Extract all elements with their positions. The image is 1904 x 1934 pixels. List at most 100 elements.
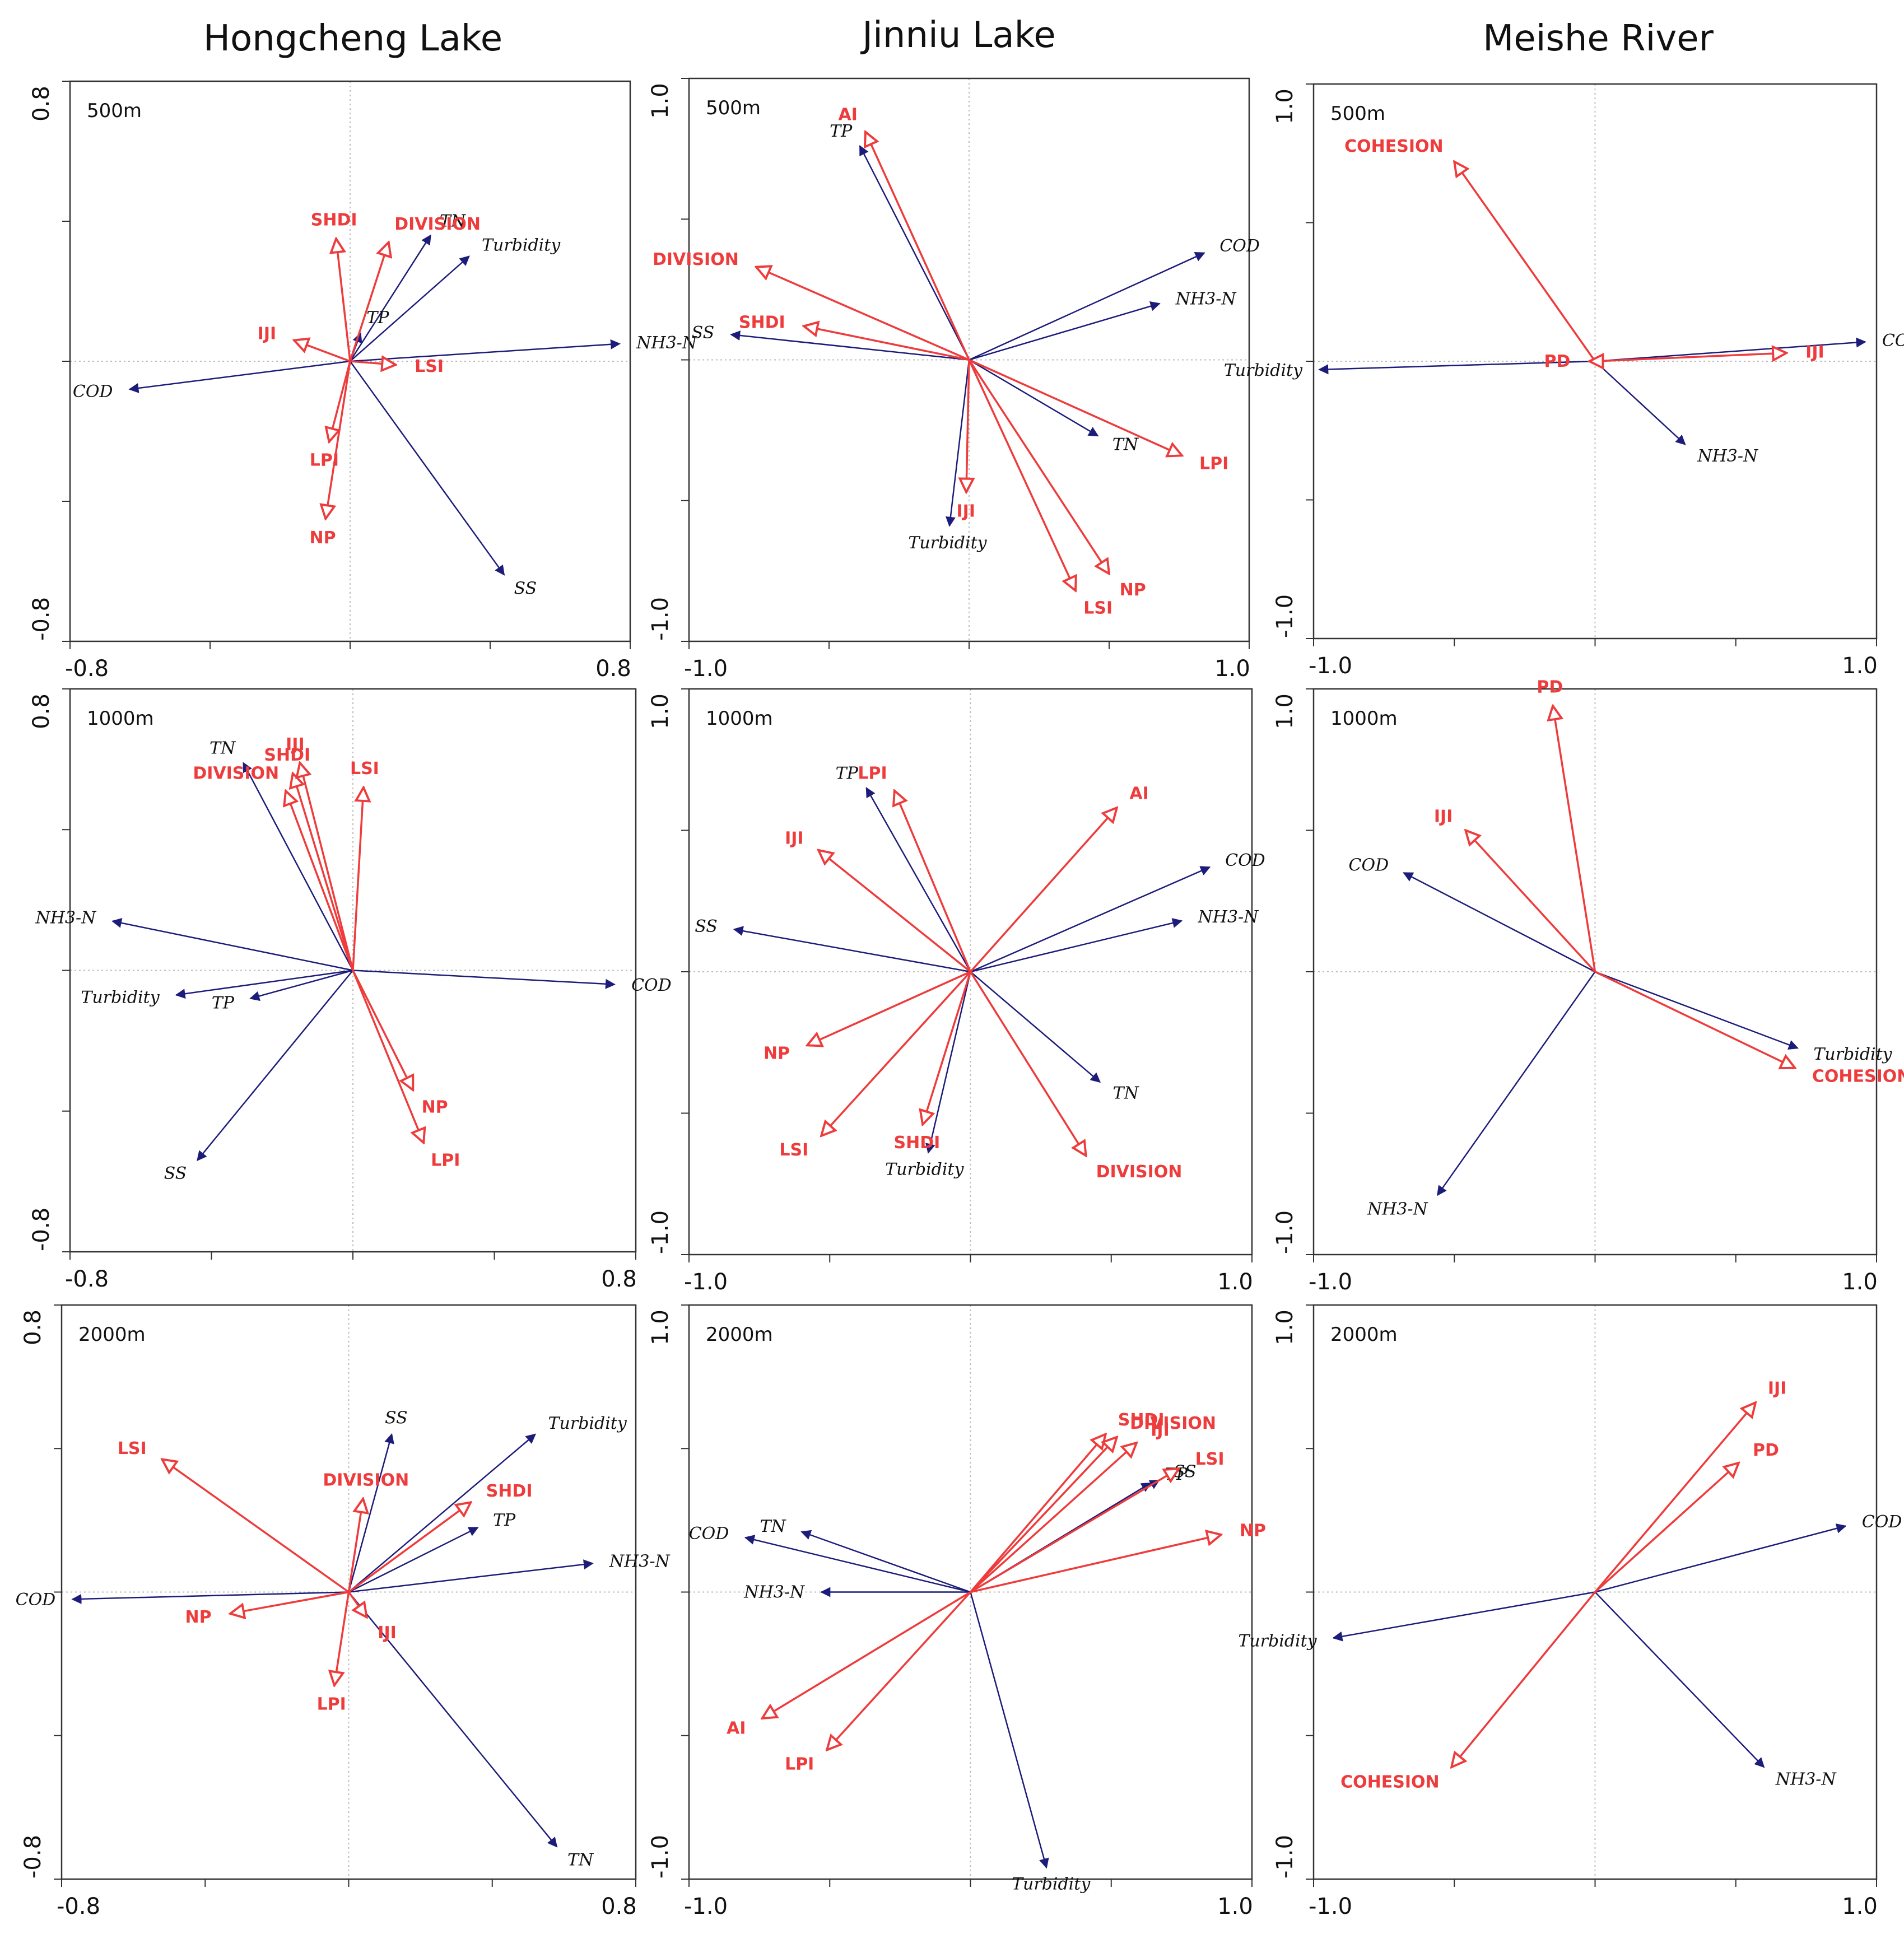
env-arrow-cod (744, 1535, 971, 1593)
landscape-arrow-iji (300, 763, 354, 971)
env-label-turbidity: Turbidity (1012, 1874, 1091, 1894)
env-arrow-ss (349, 361, 505, 576)
buffer-distance-label: 1000m (706, 707, 773, 730)
x-tick-label-min: -1.0 (684, 1269, 728, 1295)
env-label-ss: SS (514, 579, 537, 599)
landscape-label-lpi: LPI (785, 1755, 814, 1774)
landscape-arrow-cohesion (1454, 162, 1596, 362)
landscape-label-cohesion: COHESION (1344, 137, 1444, 156)
panel-jinniu-lake-500m: -1.0 1.0 1.0 -1.0 500m TP COD NH3-N SS TN Turbidit… (648, 77, 1260, 682)
env-label-turbidity: Turbidity (908, 533, 987, 553)
x-tick-label-max: 1.0 (1217, 1894, 1253, 1919)
landscape-label-cohesion: COHESION (1812, 1066, 1904, 1086)
x-tick-label-min: -1.0 (1309, 653, 1352, 679)
landscape-arrow-lpi (334, 1592, 350, 1686)
env-label-tn: TN (760, 1517, 786, 1536)
env-label-nh3-n: NH3-N (609, 1552, 671, 1572)
env-label-nh3-n: NH3-N (1697, 446, 1759, 466)
env-arrow-nh3-n (1437, 971, 1596, 1196)
env-arrow-turbidity (970, 1592, 1049, 1869)
env-label-turbidity: Turbidity (1813, 1045, 1892, 1064)
env-label-nh3-n: NH3-N (636, 333, 698, 353)
y-tick-label-min: -1.0 (1272, 1835, 1298, 1879)
landscape-arrow-ai (970, 808, 1117, 973)
panel-hongcheng-lake-1000m: -0.8 0.8 0.8 -0.8 1000m TN NH3-N Turbidity TP COD… (29, 688, 672, 1292)
env-label-ss: SS (164, 1164, 187, 1183)
y-tick-label-max: 0.8 (29, 693, 54, 729)
env-arrow-nh3-n (1594, 1591, 1765, 1768)
landscape-arrow-lsi (968, 359, 1076, 591)
x-tick-label-min: -1.0 (684, 656, 728, 682)
landscape-label-iji: IJI (378, 1623, 397, 1643)
x-tick-label-max: 1.0 (1842, 1894, 1878, 1919)
env-arrow-ss (197, 970, 353, 1162)
landscape-arrow-lpi (895, 791, 972, 972)
env-arrow-cod (1595, 337, 1866, 362)
env-arrow-tn (800, 1530, 971, 1593)
env-arrow-turbidity (945, 360, 970, 527)
env-arrow-cod (1595, 1523, 1847, 1593)
env-arrow-nh3-n (969, 301, 1161, 361)
landscape-arrow-iji (1594, 1402, 1756, 1593)
env-label-nh3-n: NH3-N (1775, 1770, 1837, 1789)
env-label-nh3-n: NH3-N (1367, 1199, 1429, 1219)
landscape-label-shdi: SHDI (1118, 1410, 1165, 1430)
y-tick-label-max: 0.8 (20, 1309, 46, 1345)
x-tick-label-max: 0.8 (601, 1894, 637, 1919)
env-label-ss: SS (385, 1409, 408, 1428)
landscape-label-lpi: LPI (858, 763, 887, 783)
landscape-label-division: DIVISION (394, 215, 481, 234)
landscape-label-iji: IJI (1151, 1420, 1170, 1440)
env-arrow-tn (348, 1591, 558, 1848)
landscape-label-pd: PD (1544, 352, 1571, 371)
landscape-label-lsi: LSI (779, 1140, 808, 1160)
landscape-label-ai: AI (839, 105, 858, 125)
env-arrow-tp (865, 787, 971, 972)
env-label-cod: COD (16, 1590, 56, 1610)
y-tick-label-max: 1.0 (648, 1309, 673, 1345)
landscape-label-division: DIVISION (653, 250, 739, 269)
landscape-arrow-cohesion (1594, 971, 1795, 1068)
landscape-label-pd: PD (1537, 678, 1563, 697)
landscape-label-lsi: LSI (350, 759, 379, 779)
env-arrow-cod (352, 970, 616, 989)
landscape-arrow-shdi (348, 1502, 471, 1593)
landscape-arrow-lsi (821, 971, 971, 1136)
landscape-label-np: NP (1120, 580, 1146, 600)
env-arrow-cod (71, 1591, 349, 1604)
landscape-arrow-lpi (329, 361, 351, 442)
x-tick-label-max: 0.8 (595, 656, 631, 682)
landscape-arrow-division (347, 1499, 364, 1592)
env-label-turbidity: Turbidity (548, 1414, 627, 1433)
env-arrow-turbidity (1332, 1591, 1595, 1642)
x-tick-label-min: -0.8 (65, 1266, 109, 1292)
env-arrow-turbidity (925, 971, 971, 1154)
landscape-label-division: DIVISION (1130, 1414, 1216, 1433)
env-label-tp: TP (830, 122, 853, 141)
buffer-distance-label: 500m (706, 97, 761, 119)
landscape-arrow-iji (348, 1591, 367, 1618)
landscape-arrow-shdi (293, 773, 354, 971)
landscape-label-np: NP (1240, 1521, 1266, 1540)
env-label-cod: COD (1862, 1512, 1902, 1532)
buffer-distance-label: 500m (87, 100, 142, 122)
env-label-tp: TP (493, 1511, 516, 1530)
landscape-arrow-shdi (804, 326, 970, 361)
env-arrow-tn (243, 762, 354, 971)
landscape-arrow-division (756, 267, 970, 361)
x-tick-label-min: -0.8 (57, 1894, 100, 1919)
y-tick-label-max: 1.0 (648, 693, 673, 729)
env-label-nh3-n: NH3-N (1198, 907, 1260, 927)
landscape-label-shdi: SHDI (486, 1481, 533, 1501)
x-tick-label-min: -1.0 (1309, 1269, 1352, 1295)
env-arrow-cod (970, 866, 1211, 973)
panel-hongcheng-lake-500m: -0.8 0.8 0.8 -0.8 500m TN Turbidity TP NH3-N COD S… (29, 80, 698, 682)
env-arrow-turbidity (1318, 360, 1595, 375)
landscape-label-np: NP (309, 528, 336, 548)
env-arrow-nh3-n (111, 917, 353, 971)
env-arrow-turbidity (350, 255, 470, 362)
landscape-label-shdi: SHDI (739, 313, 785, 332)
landscape-label-np: NP (185, 1607, 212, 1627)
landscape-arrow-np (325, 361, 351, 519)
x-tick-label-max: 1.0 (1842, 653, 1878, 679)
